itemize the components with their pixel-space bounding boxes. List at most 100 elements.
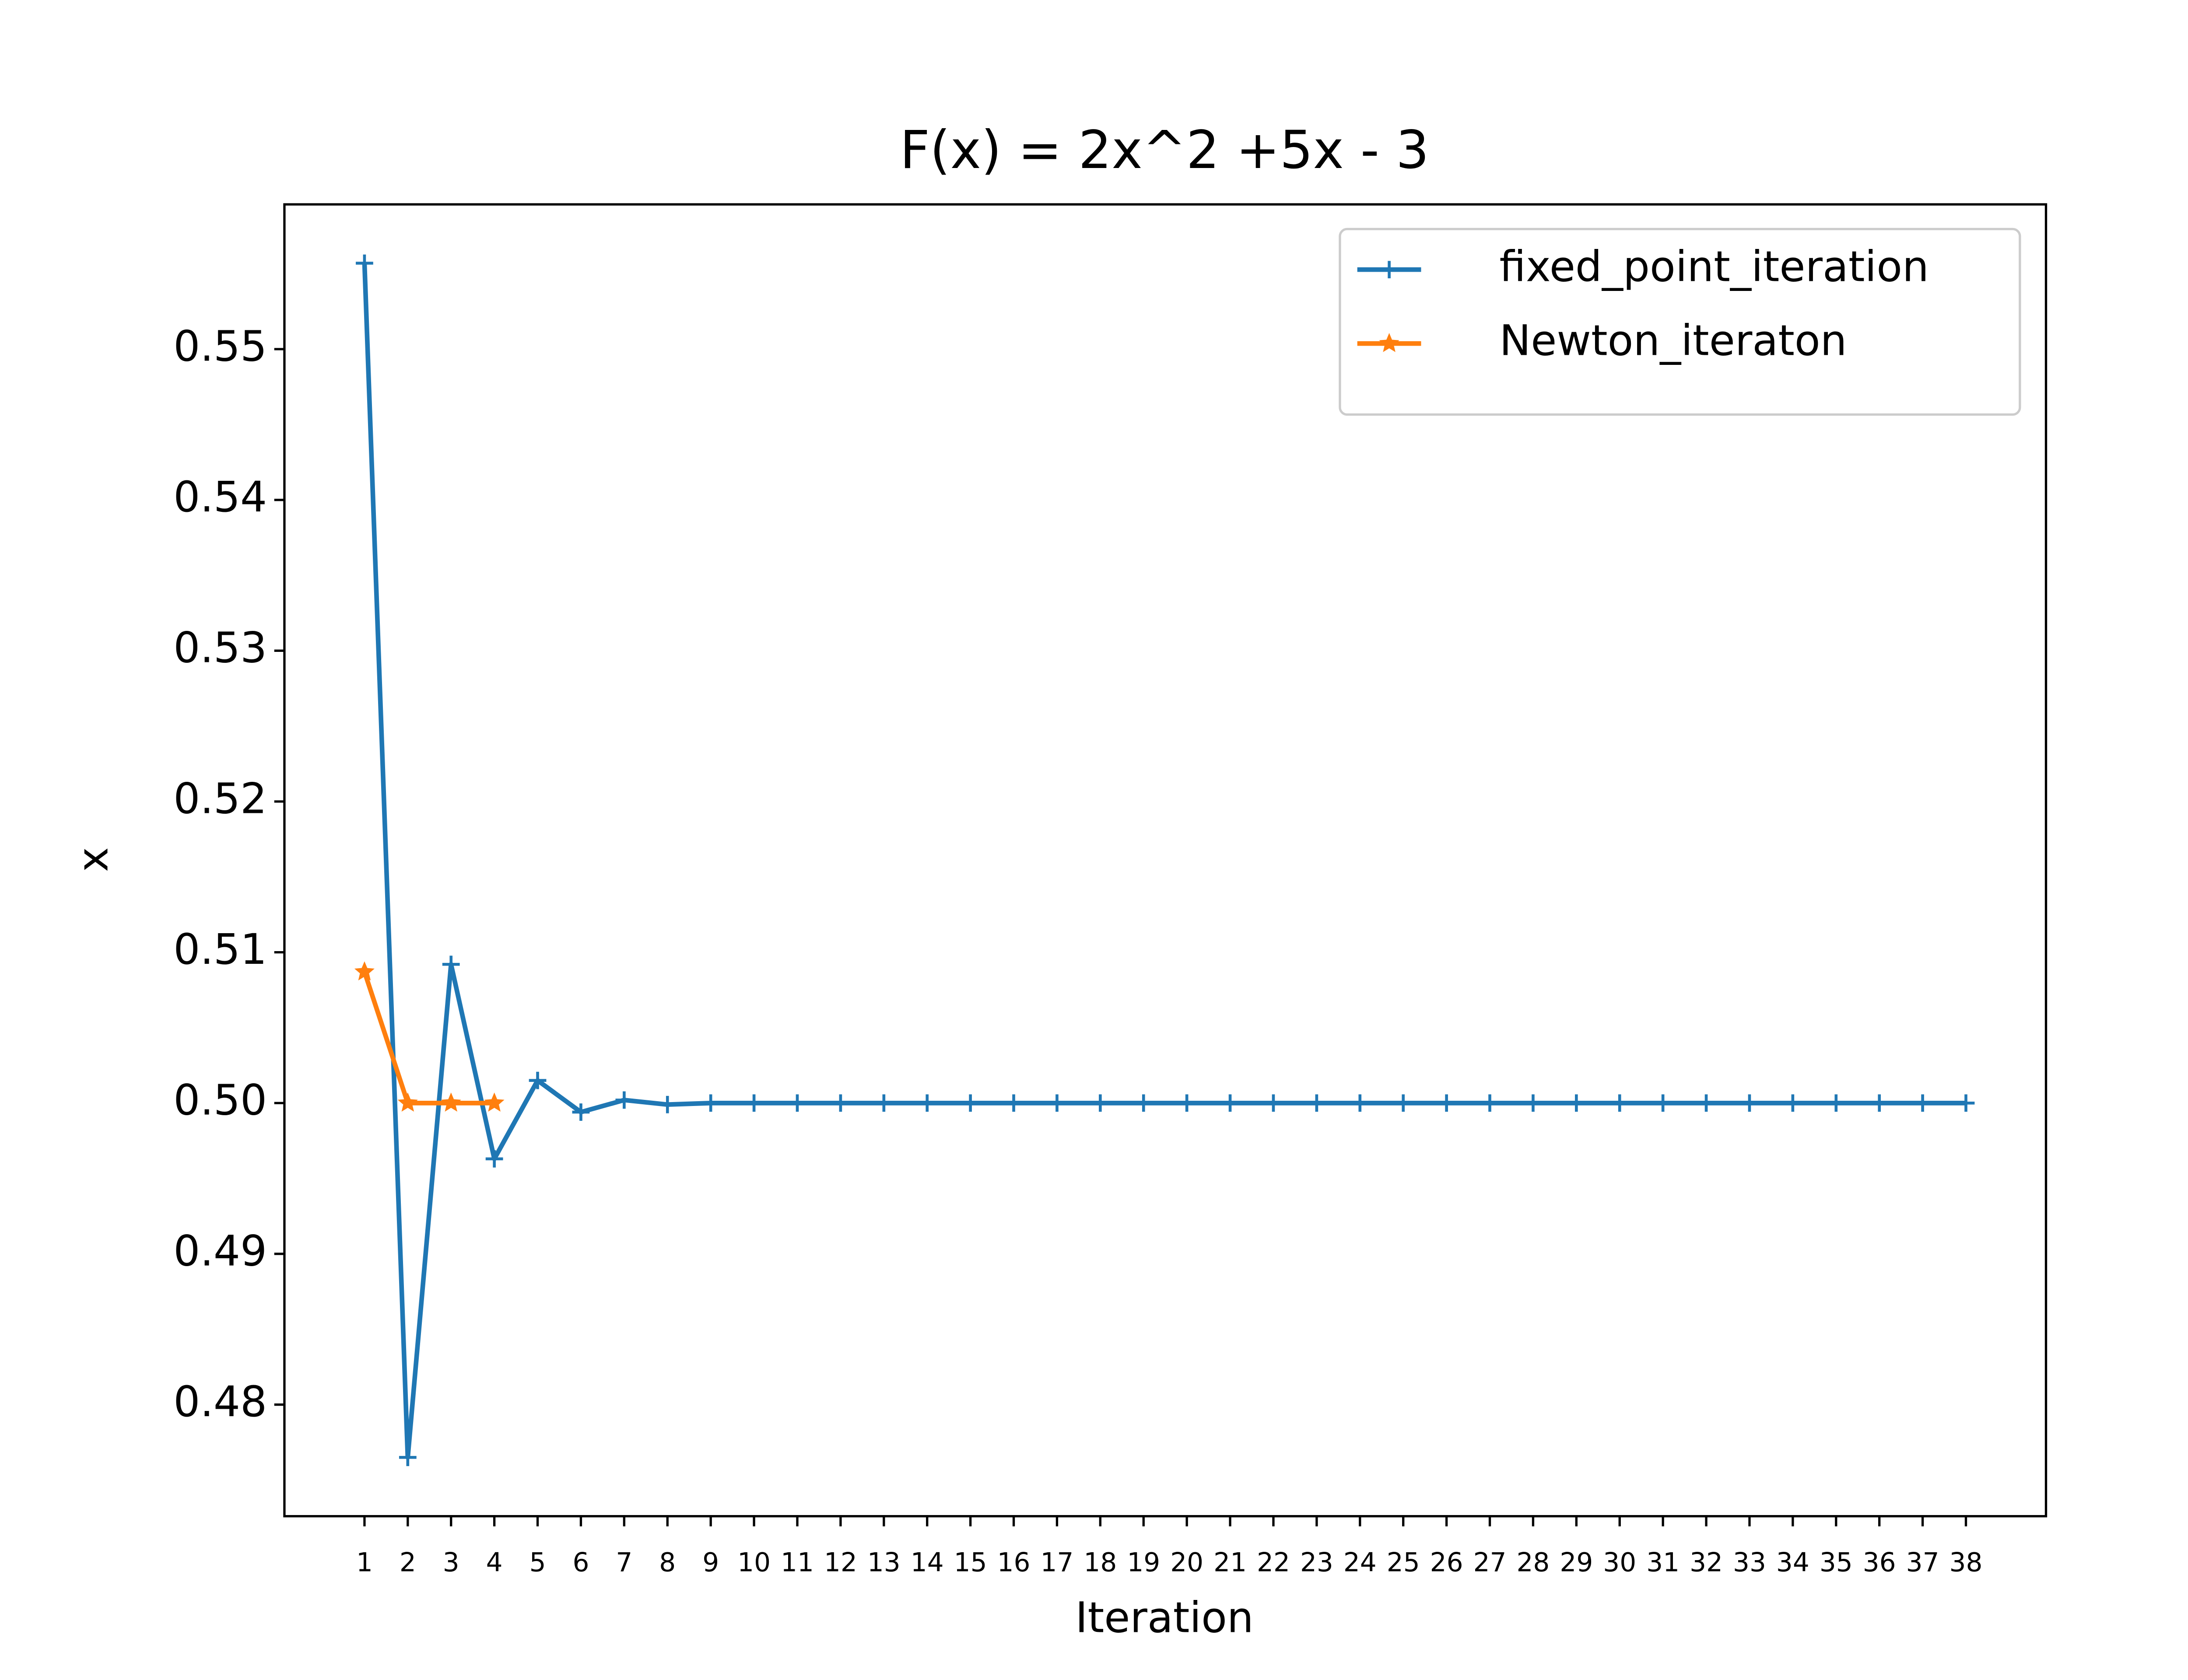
marker bbox=[1741, 1094, 1758, 1112]
y-axis-label: x bbox=[69, 847, 118, 872]
x-tick-label: 25 bbox=[1387, 1548, 1420, 1578]
x-tick-label: 32 bbox=[1690, 1548, 1723, 1578]
marker bbox=[1784, 1094, 1802, 1112]
marker bbox=[1135, 1094, 1153, 1112]
marker bbox=[1005, 1094, 1023, 1112]
marker bbox=[529, 1071, 547, 1089]
x-tick-label: 29 bbox=[1560, 1548, 1593, 1578]
x-tick-label: 4 bbox=[486, 1548, 503, 1578]
x-tick-label: 34 bbox=[1776, 1548, 1809, 1578]
marker bbox=[789, 1094, 806, 1112]
x-tick-label: 3 bbox=[443, 1548, 459, 1578]
x-tick-label: 17 bbox=[1041, 1548, 1074, 1578]
x-tick-label: 24 bbox=[1343, 1548, 1377, 1578]
marker bbox=[961, 1094, 979, 1112]
marker bbox=[484, 1092, 505, 1112]
x-tick-label: 12 bbox=[824, 1548, 857, 1578]
marker bbox=[1567, 1094, 1585, 1112]
marker bbox=[1654, 1094, 1672, 1112]
series-line bbox=[362, 263, 1966, 1460]
legend-box bbox=[1339, 228, 2021, 416]
x-tick-label: 5 bbox=[529, 1548, 546, 1578]
marker bbox=[1265, 1094, 1282, 1112]
y-tick-label: 0.52 bbox=[173, 774, 267, 823]
marker bbox=[399, 1449, 417, 1466]
x-tick-label: 36 bbox=[1863, 1548, 1896, 1578]
y-tick-label: 0.51 bbox=[173, 925, 267, 974]
marker bbox=[397, 1092, 418, 1112]
marker bbox=[1914, 1094, 1932, 1112]
marker bbox=[1091, 1094, 1109, 1112]
marker bbox=[615, 1091, 633, 1109]
x-tick-label: 10 bbox=[737, 1548, 771, 1578]
x-tick-label: 2 bbox=[400, 1548, 416, 1578]
marker bbox=[1697, 1094, 1715, 1112]
x-tick-label: 19 bbox=[1127, 1548, 1160, 1578]
marker bbox=[1524, 1094, 1542, 1112]
series-line bbox=[362, 971, 494, 1106]
chart-title: F(x) = 2x^2 +5x - 3 bbox=[900, 120, 1429, 181]
marker bbox=[702, 1094, 720, 1112]
legend-label: Newton_iteraton bbox=[1499, 316, 1847, 365]
y-tick-label: 0.50 bbox=[173, 1076, 267, 1125]
marker bbox=[745, 1094, 763, 1112]
marker bbox=[1957, 1094, 1975, 1112]
legend-marker bbox=[1379, 333, 1399, 352]
marker bbox=[441, 1092, 461, 1112]
marker bbox=[659, 1096, 677, 1113]
x-tick-label: 23 bbox=[1300, 1548, 1333, 1578]
x-tick-label: 13 bbox=[867, 1548, 901, 1578]
legend-label: fixed_point_iteration bbox=[1499, 242, 1929, 291]
x-tick-label: 21 bbox=[1213, 1548, 1247, 1578]
x-tick-label: 37 bbox=[1906, 1548, 1939, 1578]
x-tick-label: 16 bbox=[997, 1548, 1031, 1578]
marker bbox=[356, 254, 373, 272]
marker bbox=[1178, 1094, 1196, 1112]
x-tick-label: 6 bbox=[572, 1548, 589, 1578]
y-tick-label: 0.49 bbox=[173, 1226, 267, 1275]
y-tick-label: 0.53 bbox=[173, 623, 267, 672]
marker bbox=[1481, 1094, 1499, 1112]
x-tick-label: 7 bbox=[616, 1548, 632, 1578]
marker bbox=[1611, 1094, 1629, 1112]
x-tick-label: 35 bbox=[1820, 1548, 1853, 1578]
marker bbox=[442, 956, 460, 973]
x-tick-label: 20 bbox=[1170, 1548, 1203, 1578]
y-tick-label: 0.54 bbox=[173, 472, 267, 522]
legend: fixed_point_iteration Newton_iteraton bbox=[1339, 228, 2021, 416]
marker bbox=[832, 1094, 849, 1112]
x-tick-label: 31 bbox=[1646, 1548, 1680, 1578]
marker bbox=[1351, 1094, 1369, 1112]
marker bbox=[485, 1150, 503, 1168]
marker bbox=[1048, 1094, 1066, 1112]
x-tick-label: 14 bbox=[911, 1548, 944, 1578]
marker bbox=[1308, 1094, 1325, 1112]
x-tick-label: 30 bbox=[1603, 1548, 1636, 1578]
plot-frame bbox=[283, 203, 2048, 1518]
legend-marker bbox=[1380, 261, 1398, 279]
x-tick-label: 38 bbox=[1950, 1548, 1983, 1578]
y-tick-label: 0.48 bbox=[173, 1377, 267, 1426]
x-tick-label: 26 bbox=[1430, 1548, 1463, 1578]
x-axis-label: Iteration bbox=[1075, 1593, 1254, 1642]
x-tick-label: 33 bbox=[1733, 1548, 1766, 1578]
x-tick-label: 28 bbox=[1516, 1548, 1550, 1578]
marker bbox=[1221, 1094, 1239, 1112]
x-tick-label: 1 bbox=[356, 1548, 373, 1578]
marker bbox=[1394, 1094, 1412, 1112]
x-tick-label: 15 bbox=[954, 1548, 987, 1578]
y-tick-label: 0.55 bbox=[173, 322, 267, 371]
marker bbox=[572, 1103, 590, 1121]
x-tick-label: 18 bbox=[1083, 1548, 1117, 1578]
x-tick-label: 22 bbox=[1257, 1548, 1290, 1578]
marker bbox=[1438, 1094, 1455, 1112]
marker bbox=[1827, 1094, 1845, 1112]
x-tick-label: 27 bbox=[1473, 1548, 1507, 1578]
x-tick-label: 9 bbox=[702, 1548, 719, 1578]
marker bbox=[918, 1094, 936, 1112]
marker bbox=[1870, 1094, 1888, 1112]
x-tick-label: 8 bbox=[659, 1548, 676, 1578]
x-tick-label: 11 bbox=[781, 1548, 814, 1578]
marker bbox=[354, 961, 375, 980]
